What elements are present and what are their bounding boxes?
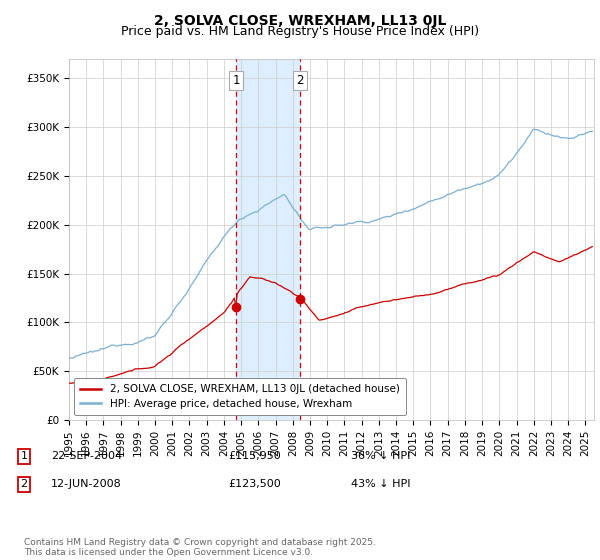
Text: £115,950: £115,950 bbox=[228, 451, 281, 461]
Text: 22-SEP-2004: 22-SEP-2004 bbox=[51, 451, 122, 461]
Text: 2: 2 bbox=[296, 74, 304, 87]
Bar bbox=[236, 59, 301, 420]
Text: Price paid vs. HM Land Registry's House Price Index (HPI): Price paid vs. HM Land Registry's House … bbox=[121, 25, 479, 38]
Text: 36% ↓ HPI: 36% ↓ HPI bbox=[351, 451, 410, 461]
Legend: 2, SOLVA CLOSE, WREXHAM, LL13 0JL (detached house), HPI: Average price, detached: 2, SOLVA CLOSE, WREXHAM, LL13 0JL (detac… bbox=[74, 378, 406, 415]
Text: 1: 1 bbox=[20, 451, 28, 461]
Text: Contains HM Land Registry data © Crown copyright and database right 2025.
This d: Contains HM Land Registry data © Crown c… bbox=[24, 538, 376, 557]
Text: 12-JUN-2008: 12-JUN-2008 bbox=[51, 479, 122, 489]
Text: 1: 1 bbox=[233, 74, 240, 87]
Text: 2: 2 bbox=[20, 479, 28, 489]
Text: 43% ↓ HPI: 43% ↓ HPI bbox=[351, 479, 410, 489]
Text: £123,500: £123,500 bbox=[228, 479, 281, 489]
Text: 2, SOLVA CLOSE, WREXHAM, LL13 0JL: 2, SOLVA CLOSE, WREXHAM, LL13 0JL bbox=[154, 14, 446, 28]
